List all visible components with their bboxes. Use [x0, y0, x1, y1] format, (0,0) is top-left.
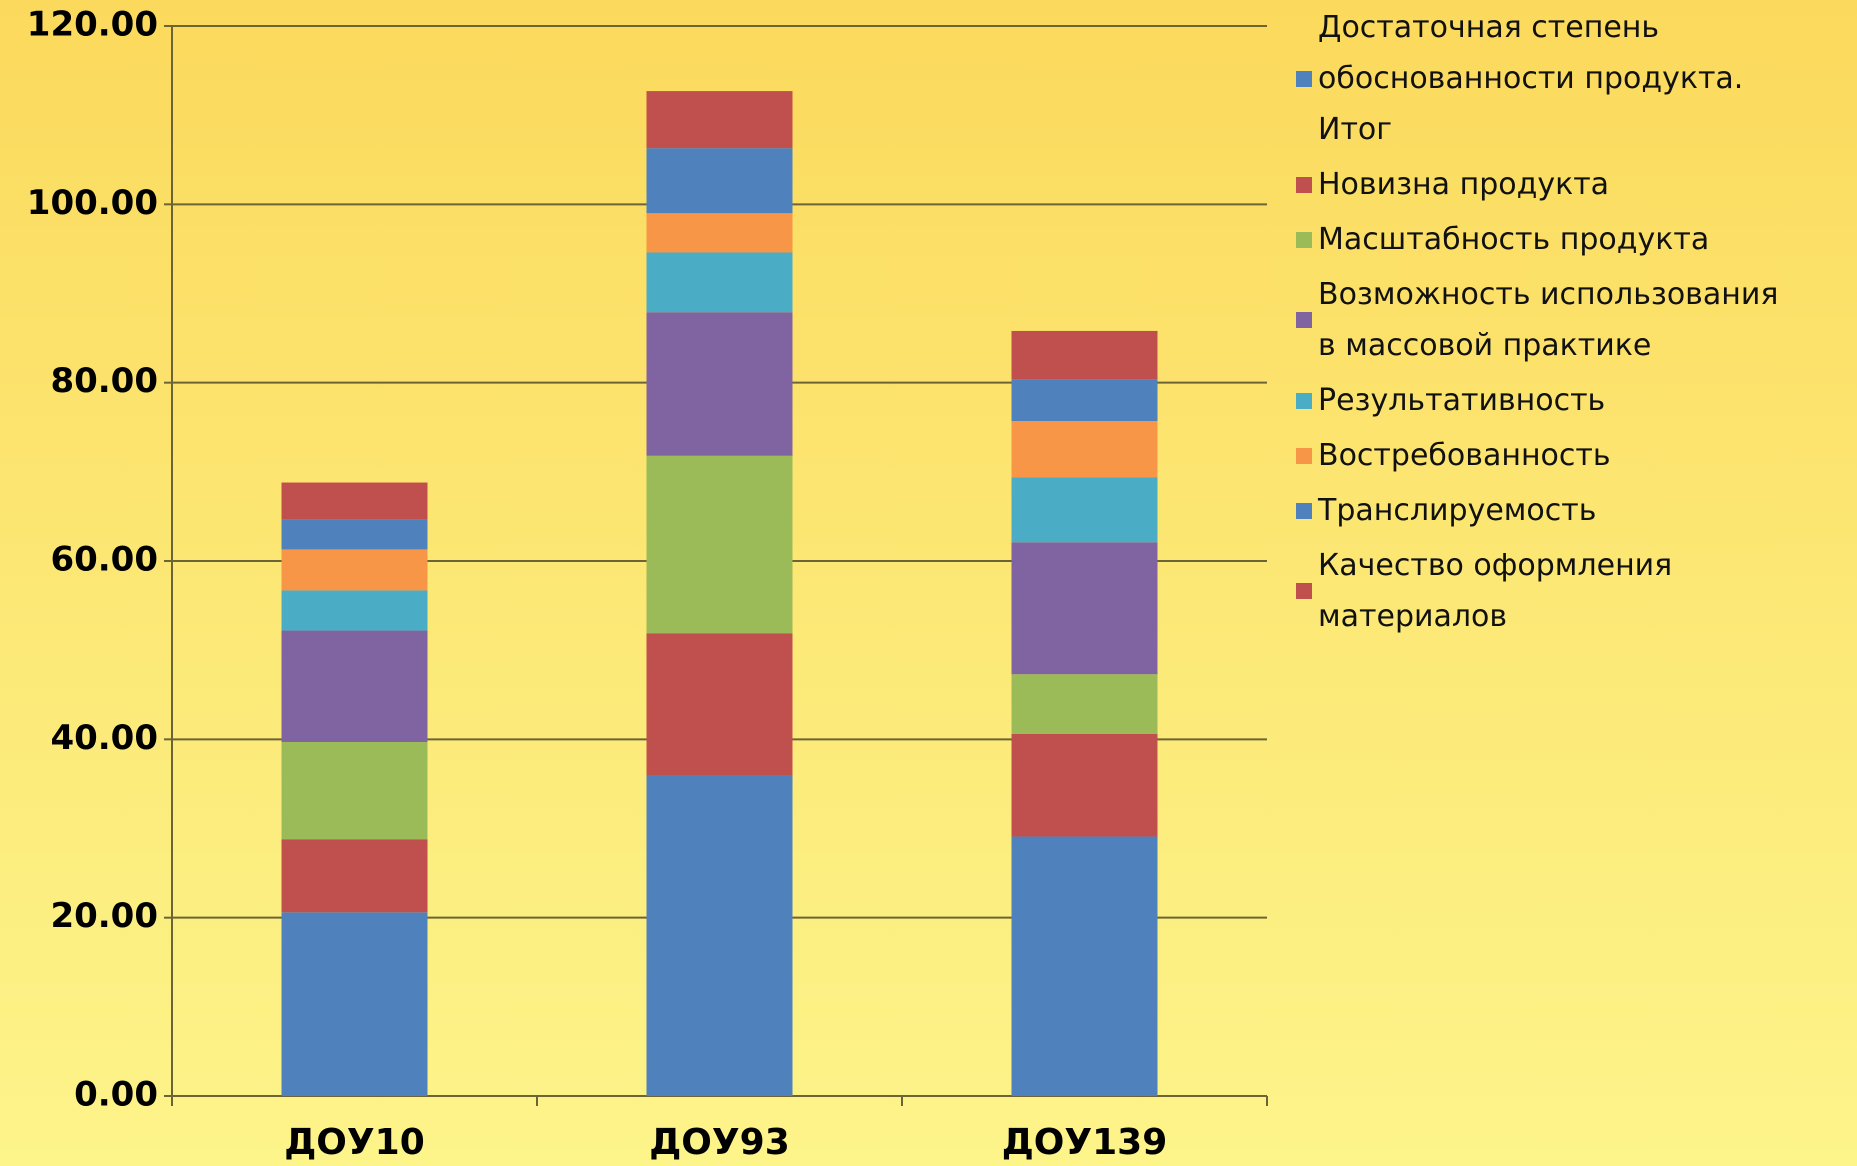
x-tick-label: ДОУ93 [649, 1122, 790, 1163]
bar-segment [1011, 421, 1158, 478]
legend-item: Новизна продукта [1296, 159, 1856, 210]
legend-label: Возможность использования в массовой пра… [1318, 277, 1779, 363]
y-tick-label: 0.00 [74, 1075, 158, 1115]
bar-segment [1011, 674, 1158, 734]
legend-marker [1296, 312, 1312, 328]
legend-marker [1296, 447, 1312, 464]
legend-item: Результативность [1296, 375, 1856, 426]
bar-segment [281, 912, 428, 1096]
legend-marker [1296, 502, 1312, 519]
legend-marker [1296, 231, 1312, 248]
y-tick-label: 100.00 [27, 183, 158, 223]
bar-segment [646, 312, 793, 456]
bar-segment [1011, 379, 1158, 422]
bar-segment [646, 91, 793, 149]
legend-label: Результативность [1318, 383, 1606, 418]
legend-label: Достаточная степень обоснованности проду… [1318, 10, 1744, 147]
y-tick-label: 60.00 [50, 540, 158, 580]
bar-segment [1011, 330, 1158, 380]
bar-segment [1011, 733, 1158, 837]
y-tick-label: 40.00 [50, 718, 158, 758]
legend-label: Качество оформления материалов [1318, 548, 1673, 634]
legend-marker [1296, 70, 1312, 87]
bar-segment [281, 519, 428, 550]
bar-segment [281, 742, 428, 840]
bar-segment [646, 633, 793, 775]
bar-segment [646, 213, 793, 253]
bar-segment [1011, 542, 1158, 675]
legend-item: Возможность использования в массовой пра… [1296, 269, 1856, 371]
legend: Достаточная степень обоснованности проду… [1296, 2, 1856, 646]
y-tick-label: 20.00 [50, 896, 158, 936]
legend-label: Масштабность продукта [1318, 222, 1710, 257]
bar-segment [646, 252, 793, 313]
bar-segment [281, 549, 428, 591]
legend-label: Транслируемость [1318, 493, 1597, 528]
legend-label: Новизна продукта [1318, 167, 1610, 202]
legend-item: Достаточная степень обоснованности проду… [1296, 2, 1856, 155]
bar-segment [1011, 836, 1158, 1096]
y-tick-label: 80.00 [50, 361, 158, 401]
y-tick-label: 120.00 [27, 5, 158, 45]
legend-item: Востребованность [1296, 430, 1856, 481]
bar-segment [646, 455, 793, 634]
bar-segment [281, 630, 428, 743]
legend-item: Качество оформления материалов [1296, 540, 1856, 642]
bar-segment [281, 482, 428, 520]
bar-segment [1011, 477, 1158, 543]
bar-segment [281, 839, 428, 913]
legend-item: Масштабность продукта [1296, 214, 1856, 265]
x-tick-label: ДОУ139 [1002, 1122, 1168, 1163]
bar-segment [646, 775, 793, 1096]
legend-marker [1296, 583, 1312, 599]
bar-segment [646, 148, 793, 214]
legend-marker [1296, 392, 1312, 409]
legend-marker [1296, 176, 1312, 193]
legend-item: Транслируемость [1296, 485, 1856, 536]
legend-label: Востребованность [1318, 438, 1611, 473]
bar-segment [281, 590, 428, 631]
x-tick-label: ДОУ10 [284, 1122, 425, 1163]
